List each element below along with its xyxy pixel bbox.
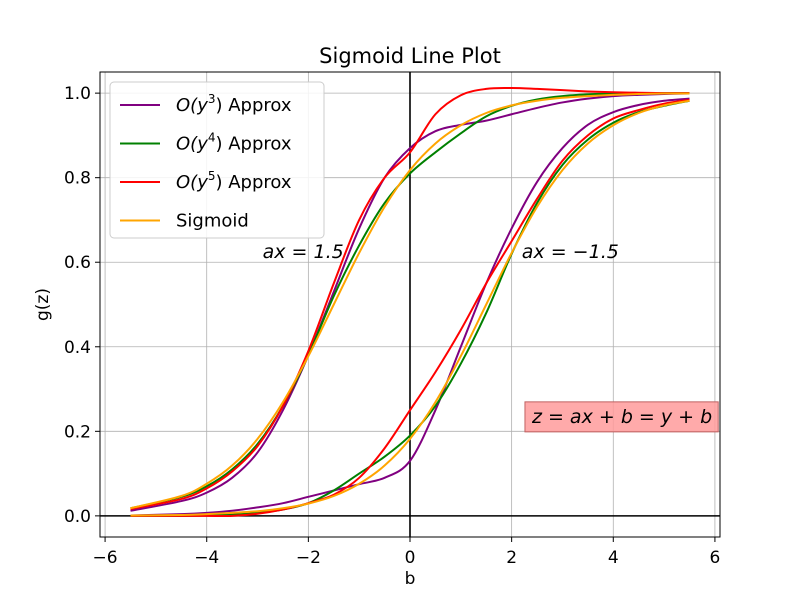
legend-label-base: O(y <box>176 95 208 116</box>
y-tick-label: 1.0 <box>64 84 91 104</box>
legend-label-suffix: ) Approx <box>215 134 291 155</box>
x-axis-ticks: −6 −4 −2 0 2 4 6 <box>93 537 721 568</box>
legend-entry: O(y3) Approx <box>120 92 292 116</box>
y-tick-label: 0.2 <box>64 422 91 442</box>
legend-label: O(y3) Approx <box>176 92 292 116</box>
annotation-text: ax = −1.5 <box>522 241 619 263</box>
legend-entry: O(y5) Approx <box>120 169 292 193</box>
x-tick-label: −2 <box>296 548 321 568</box>
legend-label-exponent: 4 <box>208 131 216 145</box>
series-line-o-y-5-approx-group-1 <box>130 87 690 511</box>
annotation-variable: ax <box>522 241 546 263</box>
group-label-annotation: ax = 1.5 <box>263 241 344 263</box>
series-line-o-y-4-approx-group-1 <box>130 92 690 510</box>
legend-label-suffix: ) Approx <box>215 95 291 116</box>
x-tick-label: −4 <box>194 548 219 568</box>
annotation-box <box>524 401 719 433</box>
series-lines <box>130 87 690 518</box>
series-line-sigmoid-group-1 <box>130 92 690 510</box>
series-line-o-y-3-approx-group-1 <box>130 92 690 512</box>
formula-annotation: z = ax + b = y + b <box>524 401 719 433</box>
annotation-rest: = 1.5 <box>286 241 344 263</box>
y-tick-label: 0.4 <box>64 338 91 358</box>
x-axis-label: b <box>405 569 416 589</box>
legend-entry: Sigmoid <box>120 211 249 232</box>
annotation-variable: z <box>531 406 543 428</box>
legend-label: O(y5) Approx <box>176 169 292 193</box>
x-tick-label: 6 <box>710 548 721 568</box>
series-line-o-y-3-approx-group-2 <box>130 97 690 517</box>
chart-title: Sigmoid Line Plot <box>319 44 501 68</box>
x-tick-label: 4 <box>608 548 619 568</box>
legend-box <box>109 81 325 239</box>
series-line-o-y-5-approx-group-2 <box>130 98 690 518</box>
group-label-annotation: ax = −1.5 <box>522 241 619 263</box>
legend-label-suffix: ) Approx <box>215 172 291 193</box>
legend-entry: O(y4) Approx <box>120 131 292 155</box>
series-line-sigmoid-group-2 <box>130 99 690 517</box>
y-tick-label: 0.0 <box>64 507 91 527</box>
legend-label-base: O(y <box>176 172 208 193</box>
x-tick-label: 0 <box>405 548 416 568</box>
x-tick-label: −6 <box>93 548 118 568</box>
y-tick-label: 0.6 <box>64 253 91 273</box>
annotations: ax = 1.5 ax = −1.5z = ax + b = y + b <box>263 241 719 433</box>
y-axis-label: g(z) <box>33 288 53 321</box>
annotation-variable: ax <box>263 241 287 263</box>
legend-label-base: O(y <box>176 134 208 155</box>
legend-label: Sigmoid <box>176 211 249 232</box>
annotation-rest: = −1.5 <box>545 241 619 263</box>
legend-label: O(y4) Approx <box>176 131 292 155</box>
annotation-text: ax = 1.5 <box>263 241 344 263</box>
legend-label-exponent: 5 <box>208 169 216 183</box>
x-tick-label: 2 <box>506 548 517 568</box>
legend-label-exponent: 3 <box>208 92 216 106</box>
y-tick-label: 0.8 <box>64 169 91 189</box>
y-axis-ticks: 0.0 0.2 0.4 0.6 0.8 1.0 <box>64 84 100 527</box>
annotation-rest: = ax + b = y + b <box>542 406 712 428</box>
annotation-text: z = ax + b = y + b <box>531 406 712 428</box>
